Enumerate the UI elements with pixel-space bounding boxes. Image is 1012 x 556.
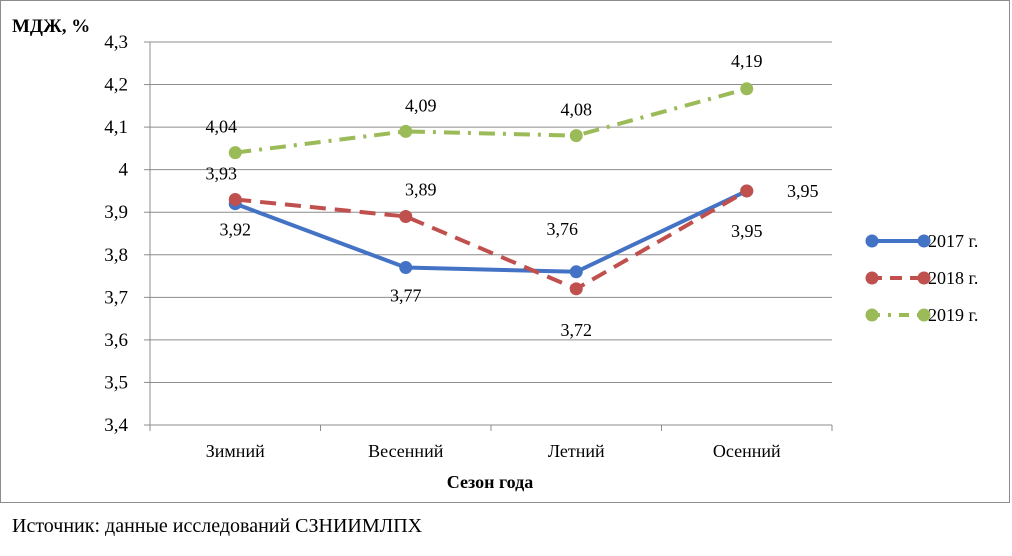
y-tick-label: 3,9 <box>104 202 128 223</box>
legend-label: 2018 г. <box>928 268 978 288</box>
data-point <box>569 282 583 296</box>
series-line-1 <box>234 189 748 274</box>
legend-marker <box>865 308 879 322</box>
data-label: 4,08 <box>561 100 593 120</box>
legend-marker <box>865 234 879 248</box>
legend-marker <box>917 308 931 322</box>
data-label: 3,95 <box>731 221 763 241</box>
y-tick-label: 3,6 <box>104 330 128 351</box>
data-point <box>569 129 583 143</box>
x-tick-labels: Зимний Весенний Летний Осенний <box>206 441 781 461</box>
data-label: 4,09 <box>405 95 437 115</box>
y-tick-label: 3,5 <box>104 372 128 393</box>
x-axis-label: Сезон года <box>447 472 534 492</box>
chart-frame <box>0 0 1010 503</box>
legend-label: 2019 г. <box>928 305 978 325</box>
legend-marker <box>917 234 931 248</box>
data-label: 3,77 <box>390 286 422 306</box>
data-label: 3,76 <box>547 219 579 239</box>
data-point <box>740 82 754 96</box>
data-label: 4,04 <box>206 117 238 137</box>
x-tick-label: Весенний <box>368 441 444 461</box>
grid <box>144 41 833 431</box>
legend-marker <box>865 271 879 285</box>
legend: 2017 г. 2018 г. 2019 г. <box>865 231 978 325</box>
y-tick-label: 4,3 <box>104 32 128 53</box>
data-label: 3,92 <box>220 220 252 240</box>
y-tick-label: 3,4 <box>104 415 128 436</box>
data-label: 4,19 <box>731 51 763 71</box>
data-label: 3,89 <box>405 179 437 199</box>
data-point <box>228 192 242 206</box>
legend-label: 2017 г. <box>928 231 978 251</box>
series-lines <box>228 82 754 296</box>
data-labels: 3,92 3,77 3,76 3,95 3,93 3,89 3,72 3,95 4,04 4,09… <box>206 51 819 340</box>
legend-marker <box>917 271 931 285</box>
data-label: 3,72 <box>561 320 593 340</box>
y-tick-label: 4 <box>119 160 129 181</box>
x-tick-label: Зимний <box>206 441 265 461</box>
data-point <box>399 124 413 138</box>
y-axis-label: МДЖ, % <box>12 16 90 37</box>
series-line-2 <box>235 189 748 291</box>
y-tick-labels: 3,4 3,5 3,6 3,7 3,8 3,9 4 4,1 4,2 4,3 <box>104 32 128 436</box>
data-point <box>399 209 413 223</box>
data-point <box>740 184 754 198</box>
y-tick-label: 4,2 <box>104 75 128 96</box>
data-point <box>228 146 242 160</box>
y-tick-label: 3,7 <box>104 287 128 308</box>
x-tick-label: Летний <box>548 441 605 461</box>
data-point <box>569 265 583 279</box>
data-label: 3,93 <box>206 163 238 183</box>
y-tick-label: 3,8 <box>104 245 128 266</box>
data-point <box>399 261 413 275</box>
source-note: Источник: данные исследований СЗНИИМЛПХ <box>12 515 423 537</box>
y-tick-label: 4,1 <box>104 117 128 138</box>
series-line-3 <box>235 86 748 155</box>
line-chart: 3,4 3,5 3,6 3,7 3,8 3,9 4 4,1 4,2 4,3 Зимний Весен… <box>12 16 978 492</box>
x-tick-label: Осенний <box>713 441 781 461</box>
data-label: 3,95 <box>787 181 819 201</box>
